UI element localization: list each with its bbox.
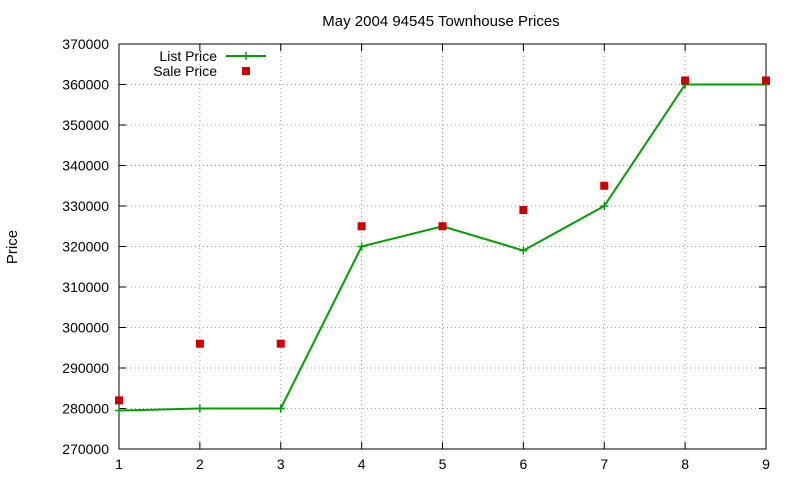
y-tick-label: 370000 <box>62 36 109 52</box>
sale-price-point <box>438 222 447 231</box>
legend-label: Sale Price <box>153 63 217 79</box>
y-tick-label: 320000 <box>62 239 109 255</box>
y-tick-label: 360000 <box>62 77 109 93</box>
legend-label: List Price <box>159 48 217 64</box>
x-tick-label: 6 <box>519 456 527 472</box>
y-tick-label: 300000 <box>62 320 109 336</box>
x-axis-ticks: 1 2 3 4 5 6 7 8 9 <box>115 44 770 472</box>
y-tick-label: 280000 <box>62 401 109 417</box>
list-price-point <box>195 404 204 413</box>
chart-title: May 2004 94545 Townhouse Prices <box>322 13 559 30</box>
list-price-point <box>115 406 123 415</box>
series <box>115 76 770 415</box>
list-price-point <box>276 404 285 413</box>
sale-price-point <box>115 396 123 405</box>
x-tick-label: 8 <box>681 456 689 472</box>
y-tick-label: 340000 <box>62 158 109 174</box>
sale-price-point <box>762 76 770 85</box>
x-tick-label: 2 <box>196 456 204 472</box>
x-tick-label: 4 <box>358 456 366 472</box>
sale-price-point <box>600 181 609 190</box>
y-tick-label: 290000 <box>62 360 109 376</box>
sale-price-point <box>195 339 204 348</box>
sale-price-point <box>681 76 690 85</box>
legend-square-swatch <box>242 67 250 75</box>
x-tick-label: 7 <box>600 456 608 472</box>
list-price-line <box>118 83 766 412</box>
x-tick-label: 5 <box>439 456 447 472</box>
list-price-point <box>600 202 609 210</box>
sale-price-point <box>357 222 366 231</box>
y-tick-label: 310000 <box>62 279 109 295</box>
sale-price-point <box>276 339 285 348</box>
list-price-point <box>357 242 366 251</box>
x-tick-label: 1 <box>115 456 123 472</box>
y-tick-label: 270000 <box>62 441 109 457</box>
sale-price-point <box>519 206 528 215</box>
x-tick-label: 3 <box>277 456 285 472</box>
grid <box>119 44 766 449</box>
y-axis-label: Price <box>4 230 21 264</box>
list-price-point <box>519 246 528 255</box>
y-axis-ticks: 270000 280000 290000 300000 310000 320000 3300… <box>62 36 766 457</box>
y-tick-label: 330000 <box>62 198 109 214</box>
x-tick-label: 9 <box>762 456 770 472</box>
legend-cross-swatch <box>242 52 250 60</box>
y-tick-label: 350000 <box>62 117 109 133</box>
